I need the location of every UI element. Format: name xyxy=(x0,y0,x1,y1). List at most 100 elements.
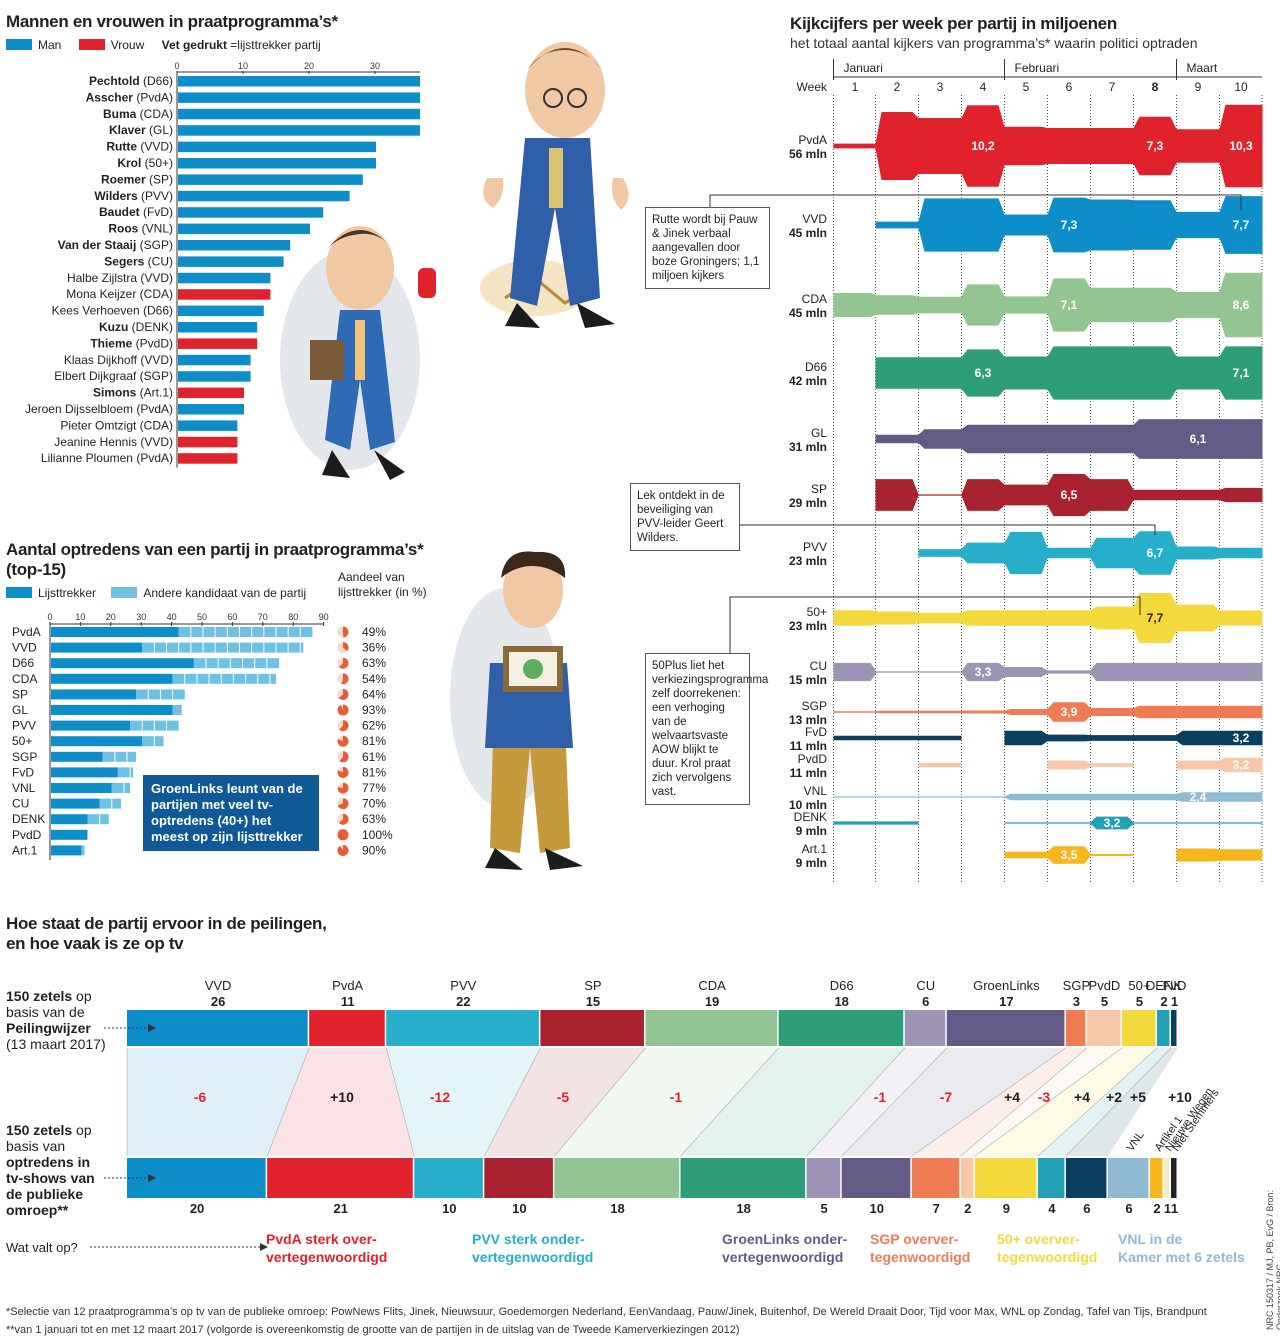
peiling-segment xyxy=(386,1010,539,1046)
stream-segment xyxy=(1176,211,1220,239)
stream-segment xyxy=(1133,735,1177,741)
stream-segment xyxy=(875,357,919,389)
person-party: (SGP) xyxy=(136,238,173,252)
peiling-seat-label: 17 xyxy=(999,994,1013,1009)
stream-segment xyxy=(1090,606,1134,630)
peiling-segment xyxy=(1065,1010,1086,1046)
stream-segment xyxy=(1219,849,1263,861)
week-label: Week xyxy=(797,80,828,94)
bar xyxy=(178,190,350,202)
share-label: 70% xyxy=(362,797,386,811)
party-label: CDA xyxy=(12,672,37,686)
stream-segment xyxy=(918,429,962,449)
month-label: Januari xyxy=(844,61,883,75)
bar xyxy=(178,338,258,349)
stream-segment xyxy=(961,479,1005,511)
gender-legend: Man Vrouw Vet gedrukt =lijsttrekker part… xyxy=(6,38,321,52)
share-pie xyxy=(337,798,349,810)
share-pie xyxy=(341,673,349,685)
person-label: Pechtold (D66) xyxy=(89,74,173,88)
stream-segment xyxy=(1219,346,1263,400)
party-label: SP xyxy=(12,687,28,701)
stream-value-label: 7,1 xyxy=(1233,366,1250,380)
connector-band xyxy=(806,1048,947,1156)
person-name: Mona Keijzer (CDA) xyxy=(66,287,173,301)
stream-value-label: 10,2 xyxy=(971,139,995,153)
bar-ander xyxy=(178,627,313,637)
person-label: Elbert Dijkgraaf (SGP) xyxy=(54,369,173,383)
peiling-party-label: FvD xyxy=(1163,978,1187,993)
person-name: Baudet xyxy=(99,205,140,219)
bar xyxy=(178,354,251,366)
stream-value-label: 2,4 xyxy=(1190,790,1207,804)
bar-ander xyxy=(142,642,304,653)
series-name: VNL xyxy=(804,784,828,798)
seat-diff-label: +4 xyxy=(1004,1089,1020,1105)
person-name: Simons xyxy=(93,386,137,400)
legend-ander: Andere kandidaat van de partij xyxy=(143,586,307,600)
series-name: SP xyxy=(811,482,827,496)
stream-segment xyxy=(1219,196,1263,254)
stream-segment xyxy=(833,610,877,626)
stream-segment xyxy=(918,612,962,624)
stream-segment xyxy=(1219,662,1263,682)
stream-segment xyxy=(961,610,1005,626)
person-label: Pieter Omtzigt (CDA) xyxy=(60,418,173,432)
bar-ander xyxy=(102,751,137,762)
stream-segment xyxy=(961,796,1005,798)
stream-segment xyxy=(1004,730,1048,746)
stream-segment xyxy=(1176,604,1220,632)
stream-value-label: 3,9 xyxy=(1061,705,1078,719)
person-label: Roemer (SP) xyxy=(101,172,173,186)
week-number: 9 xyxy=(1195,80,1202,94)
peiling-party-label: PVV xyxy=(450,978,476,993)
observation-line2: vertegenwoordigd xyxy=(472,1249,594,1265)
person-label: Jeroen Dijsselbloem (PvdA) xyxy=(25,402,173,416)
connector-edge xyxy=(385,1047,415,1157)
series-total: 15 mln xyxy=(789,673,827,687)
appearances-title: Aantal optredens van een partij in praat… xyxy=(6,540,424,580)
observation: VNL in de Kamer met 6 zetels xyxy=(1118,1230,1245,1266)
series-total: 11 mln xyxy=(790,739,827,753)
person-party: (GL) xyxy=(146,123,173,137)
tv-seat-label: 10 xyxy=(869,1201,883,1216)
stream-segment xyxy=(1047,197,1091,253)
stream-segment xyxy=(1219,419,1263,459)
week-number: 4 xyxy=(980,80,987,94)
observation-line1: PvdA sterk over- xyxy=(266,1231,377,1247)
bar-lijsttrekker xyxy=(51,798,100,809)
bar xyxy=(178,108,420,120)
bar-ander xyxy=(87,814,109,825)
person-label: Jeanine Hennis (VVD) xyxy=(54,435,173,449)
tv-seat-label: 9 xyxy=(1003,1201,1010,1216)
x-tick-label: 80 xyxy=(288,612,298,622)
stream-segment xyxy=(918,762,962,768)
tv-segment xyxy=(841,1158,911,1198)
stream-segment xyxy=(1133,419,1177,459)
person-party: (PVV) xyxy=(138,189,173,203)
stream-segment xyxy=(1133,822,1177,824)
tv-segment xyxy=(911,1158,960,1198)
tv-segment xyxy=(1170,1158,1177,1198)
bar-lijsttrekker xyxy=(51,736,143,747)
person-label: Rutte (VVD) xyxy=(106,140,173,154)
x-tick-label: 30 xyxy=(370,61,380,71)
peiling-segment xyxy=(1086,1010,1121,1046)
person-party: (VVD) xyxy=(137,140,173,154)
stream-segment xyxy=(1219,610,1263,626)
man-swatch xyxy=(6,39,32,50)
share-label: 63% xyxy=(362,656,386,670)
tv-segment xyxy=(680,1158,806,1198)
stream-value-label: 6,1 xyxy=(1190,432,1207,446)
stream-segment xyxy=(1047,278,1091,332)
stream-segment xyxy=(833,143,877,149)
seat-diff-label: -6 xyxy=(194,1089,207,1105)
connector-edge xyxy=(266,1047,310,1157)
men-women-chart: 01020304050Pechtold (D66)Asscher (PvdA)B… xyxy=(25,61,420,468)
tv-seat-label: 10 xyxy=(442,1201,456,1216)
series-total: 56 mln xyxy=(789,147,827,161)
peiling-seat-label: 5 xyxy=(1136,994,1143,1009)
series-total: 45 mln xyxy=(789,306,827,320)
week-number: 1 xyxy=(852,80,859,94)
stream-segment xyxy=(1090,708,1134,716)
